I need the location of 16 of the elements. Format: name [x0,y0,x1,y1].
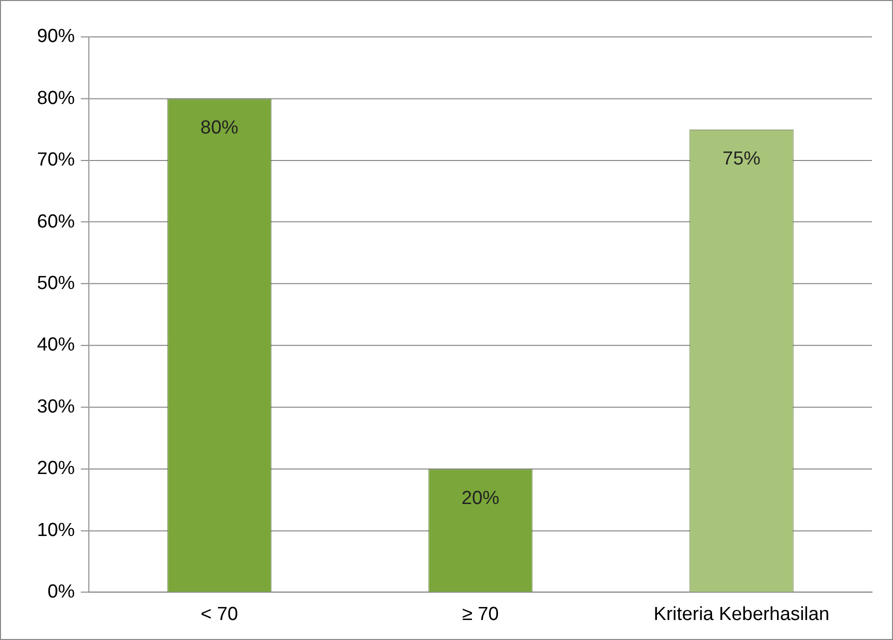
x-tick-label: < 70 [200,604,238,625]
y-tick-label: 50% [36,272,76,294]
y-tick-label: 10% [36,520,76,541]
y-tick-label: 90% [36,26,76,48]
y-tick-label: 40% [36,334,76,356]
y-tick-label: 60% [36,211,76,232]
data-label: 80% [200,118,238,139]
y-tick-label: 0% [47,582,76,603]
data-label: 20% [461,488,500,510]
y-tick-label: 70% [36,150,76,171]
y-tick-label: 80% [36,88,76,109]
data-label: 75% [722,148,761,170]
y-tick-label: 30% [36,396,76,418]
x-tick-label: ≥ 70 [462,604,499,625]
x-tick-label: Kriteria Keberhasilan [654,604,830,625]
y-tick-label: 20% [36,458,76,480]
